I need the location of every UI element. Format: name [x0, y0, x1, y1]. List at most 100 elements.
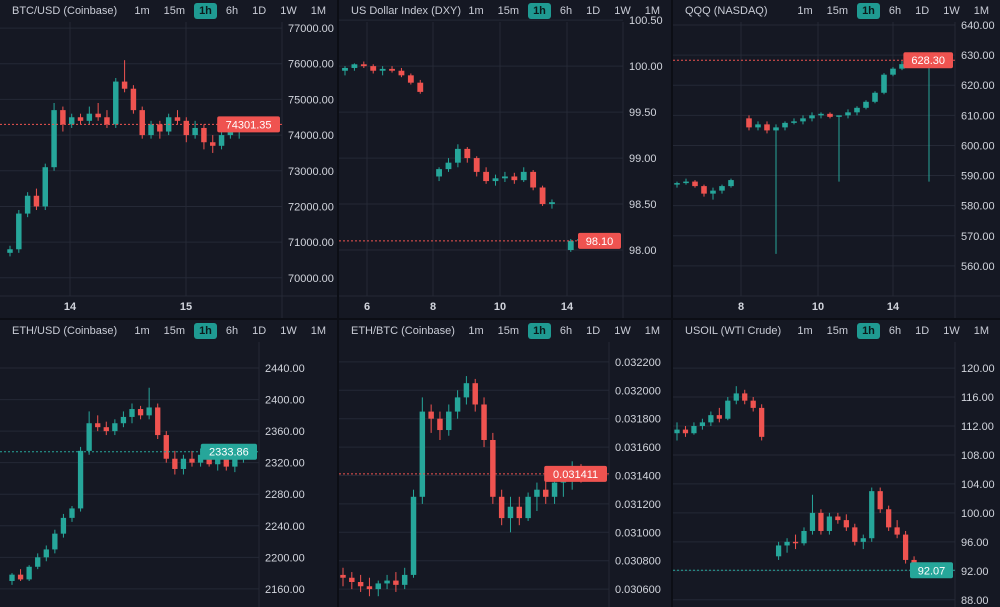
chart-panel[interactable]: ETH/USD (Coinbase) 1m 15m 1h 6h 1D 1W 1M 2440.00… [0, 320, 337, 607]
candle [674, 181, 680, 188]
timeframe-tab-15m[interactable]: 15m [826, 325, 849, 337]
timeframe-tab-1m[interactable]: 1m [797, 325, 813, 337]
candle-body [86, 423, 92, 451]
candle-body [773, 127, 779, 131]
candle-body [43, 549, 49, 558]
timeframe-tab-15m[interactable]: 15m [163, 5, 186, 17]
candle [130, 85, 137, 114]
timeframe-tab-1W[interactable]: 1W [280, 325, 297, 337]
timeframe-tab-1D[interactable]: 1D [586, 325, 601, 337]
candlestick-chart[interactable]: 120.00 116.00 112.00 108.00 104.00 100.00 96.0… [673, 320, 1000, 607]
candle [872, 91, 878, 104]
timeframe-tab-1h[interactable]: 1h [194, 323, 217, 339]
candle [112, 419, 118, 436]
timeframe-tab-15m[interactable]: 15m [497, 5, 520, 17]
candle [800, 115, 806, 125]
timeframe-tab-6h[interactable]: 6h [559, 5, 573, 17]
chart-header: US Dollar Index (DXY) 1m 15m 1h 6h 1D 1W 1M [339, 0, 671, 22]
y-tick-label: 100.00 [961, 508, 995, 520]
timeframe-tab-1M[interactable]: 1M [644, 5, 660, 17]
candle-body [60, 110, 66, 125]
timeframe-tab-6h[interactable]: 6h [225, 325, 239, 337]
timeframe-tab-1m[interactable]: 1m [134, 325, 150, 337]
candle [393, 572, 399, 592]
timeframe-tab-1h[interactable]: 1h [857, 323, 880, 339]
timeframe-tab-1m[interactable]: 1m [134, 5, 150, 17]
candle [827, 112, 833, 119]
candle [437, 411, 443, 440]
chart-title: BTC/USD (Coinbase) [12, 5, 118, 17]
current-price-badge [544, 465, 607, 482]
timeframe-tab-1M[interactable]: 1M [644, 325, 660, 337]
candle-body [827, 113, 833, 117]
candle [899, 61, 905, 71]
chart-panel[interactable]: QQQ (NASDAQ) 1m 15m 1h 6h 1D 1W 1M 640.00 630.00 6… [673, 0, 1000, 318]
candle [567, 238, 574, 252]
candlestick-chart[interactable]: 77000.00 76000.00 75000.00 74000.00 73000.00… [0, 0, 337, 318]
timeframe-tab-1m[interactable]: 1m [797, 5, 813, 17]
x-tick-label: 14 [887, 301, 900, 313]
timeframe-tab-15m[interactable]: 15m [163, 325, 186, 337]
chart-panel[interactable]: US Dollar Index (DXY) 1m 15m 1h 6h 1D 1W 1M 100.… [339, 0, 671, 318]
timeframe-tab-1h[interactable]: 1h [528, 3, 551, 19]
timeframe-tab-1M[interactable]: 1M [973, 325, 989, 337]
timeframe-tab-1m[interactable]: 1m [468, 5, 484, 17]
candle-body [446, 411, 452, 431]
candle-body [146, 407, 152, 416]
timeframe-tab-1h[interactable]: 1h [857, 3, 880, 19]
timeframe-tab-1D[interactable]: 1D [252, 5, 267, 17]
timeframe-tab-1m[interactable]: 1m [468, 325, 484, 337]
candle-body [197, 454, 204, 463]
timeframe-tab-1W[interactable]: 1W [280, 5, 297, 17]
timeframe-tab-1D[interactable]: 1D [915, 325, 930, 337]
timeframe-tab-1M[interactable]: 1M [310, 325, 326, 337]
candle-body [498, 496, 505, 519]
timeframe-tab-15m[interactable]: 15m [826, 5, 849, 17]
chart-panel[interactable]: ETH/BTC (Coinbase) 1m 15m 1h 6h 1D 1W 1M 0.03220… [339, 320, 671, 607]
timeframe-tab-6h[interactable]: 6h [225, 5, 239, 17]
timeframe-tab-1h[interactable]: 1h [528, 323, 551, 339]
candle [370, 64, 377, 74]
candle-body [137, 409, 144, 416]
candle [120, 411, 127, 428]
candle [483, 167, 490, 184]
timeframe-tab-1M[interactable]: 1M [973, 5, 989, 17]
chart-panel[interactable]: USOIL (WTI Crude) 1m 15m 1h 6h 1D 1W 1M 120.00 11… [673, 320, 1000, 607]
timeframe-tab-1D[interactable]: 1D [915, 5, 930, 17]
timeframe-tab-1D[interactable]: 1D [586, 5, 601, 17]
candle [148, 120, 154, 139]
candlestick-chart[interactable]: 640.00 630.00 620.00 610.00 600.00 590.00 580.… [673, 0, 1000, 318]
candle [379, 66, 386, 76]
chart-header: BTC/USD (Coinbase) 1m 15m 1h 6h 1D 1W 1M [0, 0, 337, 22]
candle [860, 534, 866, 550]
candlestick-chart[interactable]: 0.032200 0.032000 0.031800 0.031600 0.031400… [339, 320, 671, 607]
timeframe-tab-15m[interactable]: 15m [497, 325, 520, 337]
candlestick-chart[interactable]: 100.50 100.00 99.50 99.00 98.50 98.00 6 8 10 14 98… [339, 0, 671, 318]
candle [716, 407, 722, 423]
candle [845, 109, 851, 119]
timeframe-tab-6h[interactable]: 6h [559, 325, 573, 337]
y-tick-label: 610.00 [961, 110, 995, 122]
timeframe-tab-6h[interactable]: 6h [888, 5, 902, 17]
candle [791, 118, 797, 125]
chart-panel[interactable]: BTC/USD (Coinbase) 1m 15m 1h 6h 1D 1W 1M 77000.0… [0, 0, 337, 318]
timeframe-tab-1W[interactable]: 1W [614, 5, 631, 17]
timeframe-tab-1D[interactable]: 1D [252, 325, 267, 337]
x-tick-label: 8 [430, 301, 436, 313]
timeframe-tab-6h[interactable]: 6h [888, 325, 902, 337]
y-tick-label: 88.00 [961, 595, 989, 607]
timeframe-tab-1h[interactable]: 1h [194, 3, 217, 19]
candle-body [7, 249, 13, 253]
current-price-label: 74301.35 [226, 119, 272, 131]
timeframe-tab-1M[interactable]: 1M [310, 5, 326, 17]
candlestick-chart[interactable]: 2440.00 2400.00 2360.00 2320.00 2280.00 2240.… [0, 320, 337, 607]
timeframe-tab-1W[interactable]: 1W [943, 5, 960, 17]
timeframe-tab-1W[interactable]: 1W [614, 325, 631, 337]
candle [674, 422, 680, 441]
x-tick-label: 10 [494, 301, 506, 313]
candle-body [357, 582, 364, 587]
candle-body [436, 169, 442, 177]
candle-body [534, 489, 540, 497]
timeframe-tab-1W[interactable]: 1W [943, 325, 960, 337]
candle-body [481, 404, 487, 440]
